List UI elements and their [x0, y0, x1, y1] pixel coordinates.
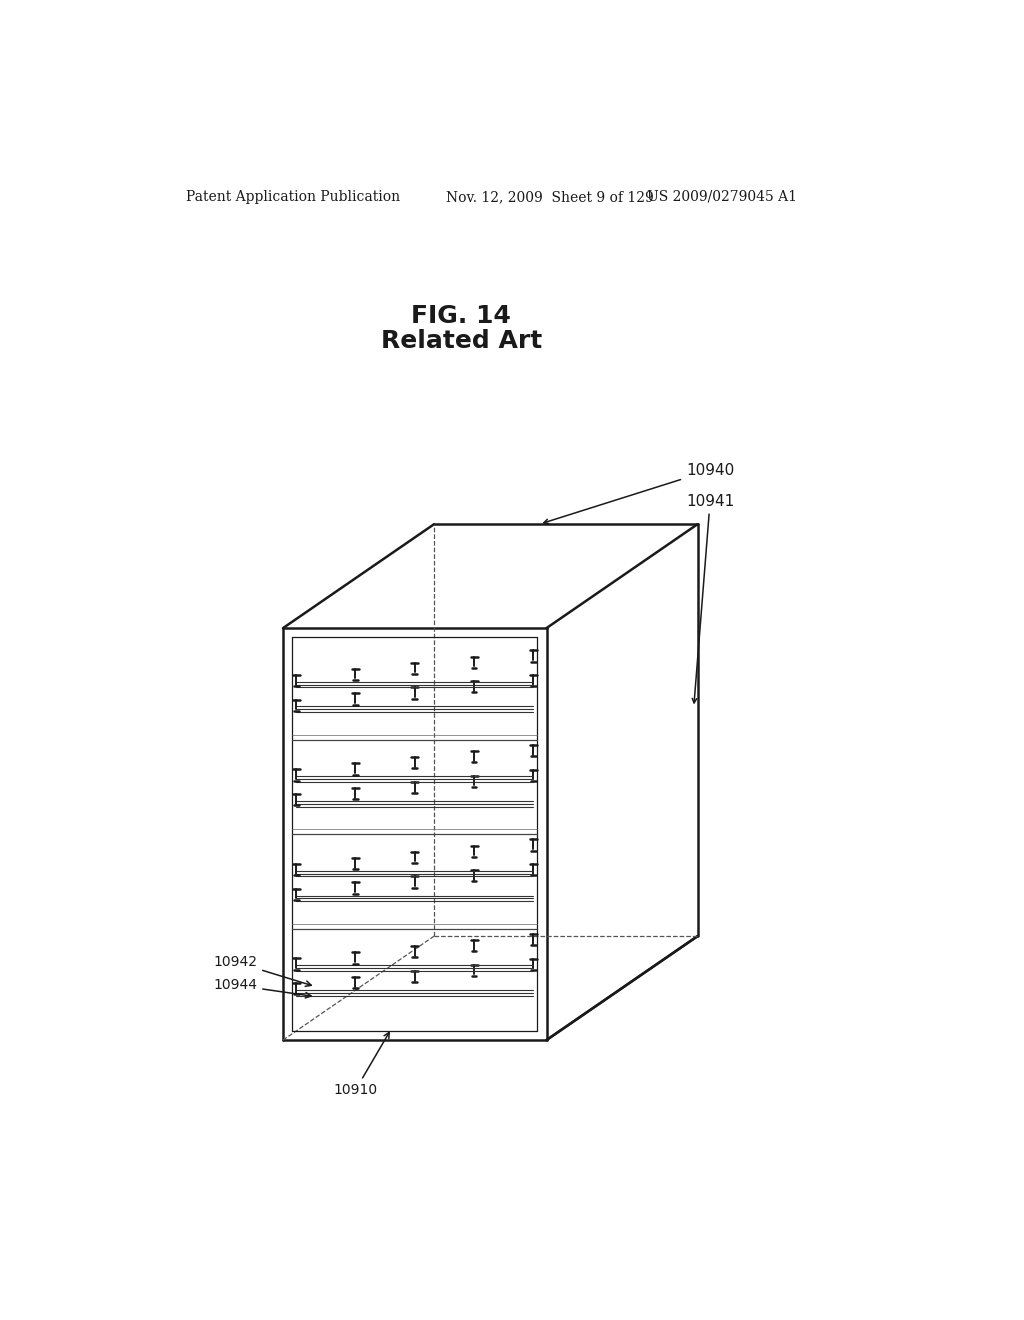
Text: Related Art: Related Art — [381, 329, 542, 352]
Text: 10941: 10941 — [686, 494, 734, 704]
Text: 10910: 10910 — [334, 1032, 389, 1097]
Text: FIG. 14: FIG. 14 — [412, 304, 511, 329]
Text: Nov. 12, 2009  Sheet 9 of 129: Nov. 12, 2009 Sheet 9 of 129 — [445, 190, 653, 203]
Text: 10944: 10944 — [213, 978, 311, 998]
Text: 10940: 10940 — [544, 463, 734, 524]
Text: 10942: 10942 — [213, 954, 311, 986]
Text: Patent Application Publication: Patent Application Publication — [186, 190, 400, 203]
Text: US 2009/0279045 A1: US 2009/0279045 A1 — [647, 190, 798, 203]
